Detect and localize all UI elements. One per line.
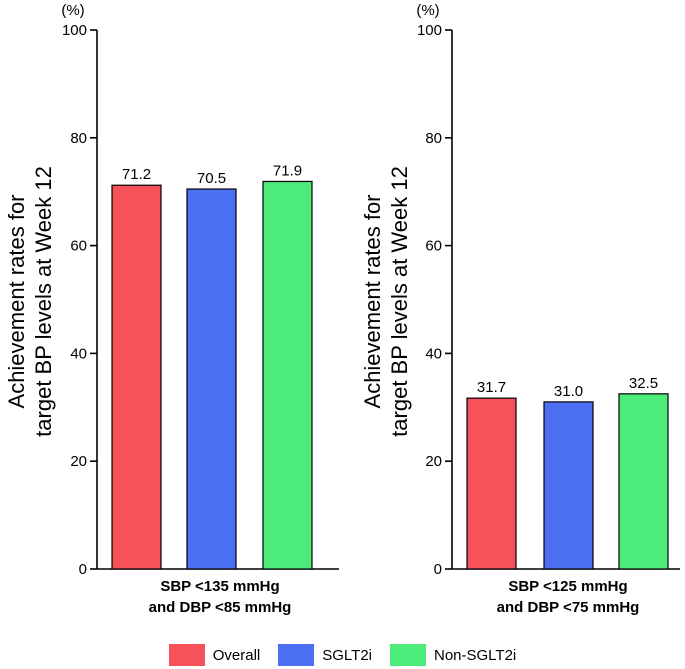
panel1-ytick-label-60: 60 [70, 238, 87, 255]
legend-item-sglt2i: SGLT2i [278, 644, 372, 666]
panel1-y-axis-label-line-2: target BP levels at Week 12 [31, 166, 56, 437]
panel2-y-axis-label-line-1: Achievement rates for [360, 195, 385, 409]
legend: Overall SGLT2i Non-SGLT2i [0, 643, 685, 667]
legend-label-non-sglt2i: Non-SGLT2i [434, 646, 517, 664]
legend-label-overall: Overall [212, 646, 261, 664]
panel1-x-label-line-1: SBP <135 mmHg [160, 578, 279, 595]
panel2-bar-non-sglt2i [618, 393, 669, 570]
panel1-y-axis-label: Achievement rates fortarget BP levels at… [4, 166, 56, 437]
panel2-y-axis-label: Achievement rates fortarget BP levels at… [360, 166, 412, 437]
panel1-ytick-label-20: 20 [70, 453, 87, 470]
panel1-ytick-label-40: 40 [70, 345, 87, 362]
panel1-bar-non-sglt2i [262, 180, 313, 570]
panel1-ytick-label-100: 100 [62, 22, 87, 39]
legend-swatch-non-sglt2i [390, 644, 426, 666]
panel2-ytick-label-100: 100 [417, 22, 442, 39]
panel1-bar-sglt2i [186, 188, 237, 570]
panel1-y-axis-label-line-1: Achievement rates for [4, 195, 29, 409]
panel2-bar-overall [466, 397, 517, 570]
legend-item-non-sglt2i: Non-SGLT2i [390, 644, 516, 666]
panel2-bar-value-non-sglt2i: 32.5 [629, 375, 658, 392]
panel2-unit-label: (%) [416, 2, 439, 19]
legend-item-overall: Overall [168, 644, 261, 666]
panel1-bar-value-overall: 71.2 [122, 166, 151, 183]
panel1-ytick-label-0: 0 [79, 561, 87, 578]
panel1-bar-overall [111, 184, 162, 570]
panel2-x-label-line-2: and DBP <75 mmHg [497, 599, 640, 616]
panel2-ytick-label-0: 0 [434, 561, 442, 578]
panel1-bar-value-non-sglt2i: 71.9 [273, 162, 302, 179]
legend-swatch-overall [168, 644, 205, 666]
panel1-x-label-line-2: and DBP <85 mmHg [149, 599, 292, 616]
panel2-x-label-line-1: SBP <125 mmHg [508, 578, 627, 595]
panel2-bar-value-sglt2i: 31.0 [554, 383, 583, 400]
legend-swatch-sglt2i [278, 644, 315, 666]
panel2-y-axis-label-line-2: target BP levels at Week 12 [387, 166, 412, 437]
legend-label-sglt2i: SGLT2i [322, 646, 372, 664]
panel2-ytick-label-20: 20 [425, 453, 442, 470]
panel1-unit-label: (%) [61, 2, 84, 19]
panel2-bar-value-overall: 31.7 [477, 379, 506, 396]
panel2-ytick-label-40: 40 [425, 345, 442, 362]
panel2-ytick-label-80: 80 [425, 130, 442, 147]
panel1-bar-value-sglt2i: 70.5 [197, 170, 226, 187]
panel1-ytick-label-80: 80 [70, 130, 87, 147]
panel2-bar-sglt2i [543, 401, 594, 570]
panel2-ytick-label-60: 60 [425, 238, 442, 255]
